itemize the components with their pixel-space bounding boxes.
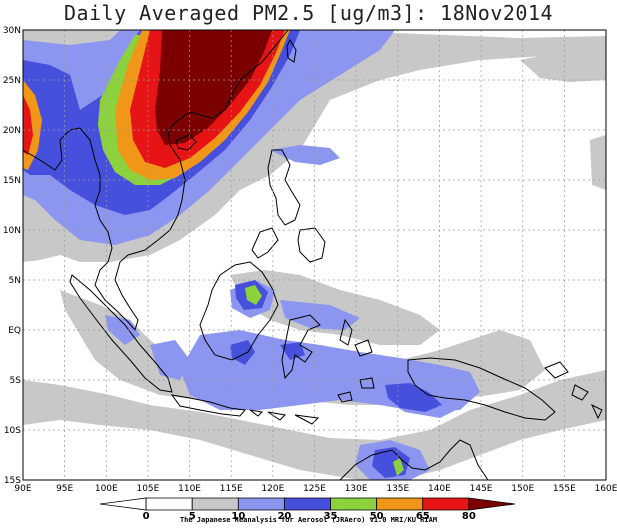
colorbar-level-label: 0: [143, 511, 150, 522]
lat-label: 25N: [3, 76, 21, 86]
colorbar-swatch: [237, 497, 285, 511]
colorbar-swatch: [191, 497, 239, 511]
lon-label: 145E: [470, 484, 493, 494]
colorbar-swatch: [145, 497, 193, 511]
concentration-field: [23, 30, 606, 480]
lon-label: 110E: [178, 484, 201, 494]
lon-label: 115E: [220, 484, 243, 494]
lon-label: 90E: [14, 484, 31, 494]
lon-label: 120E: [261, 484, 284, 494]
lon-label: 130E: [345, 484, 368, 494]
lat-label: EQ: [8, 326, 21, 336]
colorbar-level-label: 80: [462, 511, 476, 522]
colorbar-swatch: [330, 497, 378, 511]
lon-label: 140E: [428, 484, 451, 494]
lon-label: 150E: [511, 484, 534, 494]
lon-label: 125E: [303, 484, 326, 494]
colorbar-level-label: 50: [370, 511, 384, 522]
lon-label: 100E: [95, 484, 118, 494]
lat-label: 10S: [4, 426, 21, 436]
credit-line: The Japanese Reanalysis for Aerosol (JRA…: [179, 516, 438, 524]
coastlines: [23, 30, 603, 480]
gridlines: [23, 30, 606, 480]
colorbar-swatch: [376, 497, 424, 511]
lon-label: 95E: [56, 484, 73, 494]
colorbar-level-label: 5: [189, 511, 196, 522]
lon-label: 160E: [595, 484, 617, 494]
longitude-labels: 90E 95E 100E 105E 110E 115E 120E 125E 130E 135E 14…: [14, 484, 617, 494]
latitude-labels: 30N 25N 20N 15N 10N 5N EQ 5S 10S 15S: [3, 26, 21, 486]
lat-label: 30N: [3, 26, 21, 36]
lat-label: 10N: [3, 226, 21, 236]
lat-label: 5S: [10, 376, 22, 386]
colorbar-level-label: 10: [231, 511, 245, 522]
lat-label: 15N: [3, 176, 21, 186]
lat-label: 5N: [9, 276, 21, 286]
colorbar-swatch: [284, 497, 331, 511]
colorbar: 0 5 10 20 35 50 65 80: [99, 497, 516, 522]
colorbar-swatch: [99, 497, 147, 511]
lon-label: 135E: [386, 484, 409, 494]
lon-label: 105E: [136, 484, 159, 494]
lon-label: 155E: [553, 484, 576, 494]
colorbar-level-label: 65: [416, 511, 430, 522]
map-frame: [22, 29, 607, 481]
colorbar-swatch: [468, 497, 516, 511]
colorbar-swatch: [422, 497, 470, 511]
lat-label: 15S: [4, 476, 21, 486]
colorbar-level-label: 20: [277, 511, 291, 522]
map-title: Daily Averaged PM2.5 [ug/m3]: 18Nov2014: [63, 1, 554, 25]
lat-label: 20N: [3, 126, 21, 136]
colorbar-level-label: 35: [324, 511, 338, 522]
